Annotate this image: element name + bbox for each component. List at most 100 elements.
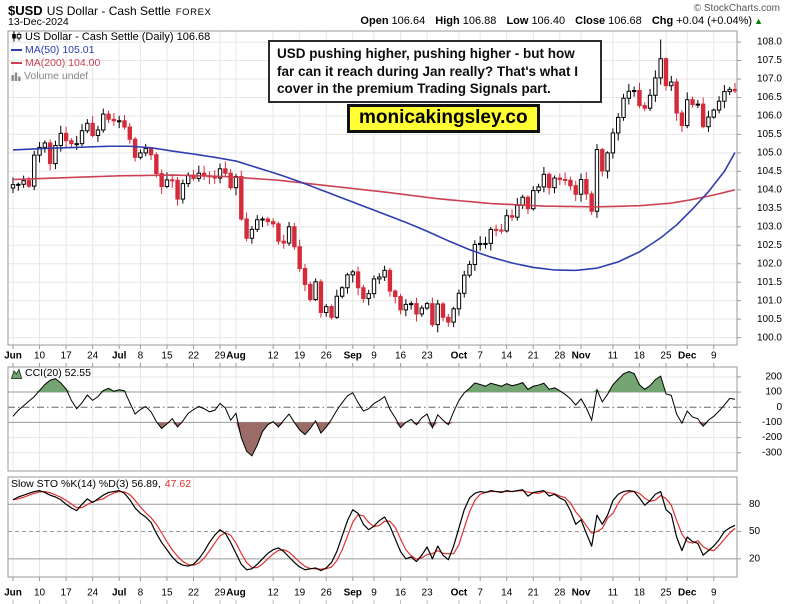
svg-text:29: 29 xyxy=(214,351,226,362)
open-label: Open xyxy=(360,15,389,27)
svg-text:10: 10 xyxy=(34,351,46,362)
svg-text:12: 12 xyxy=(268,588,280,599)
svg-text:Dec: Dec xyxy=(678,351,697,362)
svg-text:28: 28 xyxy=(554,351,566,362)
ma50-legend-label: MA(50) 105.01 xyxy=(25,43,95,56)
svg-text:104.0: 104.0 xyxy=(757,184,782,195)
svg-text:200: 200 xyxy=(765,372,782,383)
svg-text:15: 15 xyxy=(161,588,173,599)
ma200-legend-row: MA(200) 104.00 xyxy=(11,56,210,69)
svg-text:12: 12 xyxy=(268,351,280,362)
series-legend-row: US Dollar - Cash Settle (Daily) 106.68 xyxy=(11,30,210,43)
svg-text:15: 15 xyxy=(161,351,173,362)
watermark-badge: monicakingsley.co xyxy=(347,104,540,133)
chg-label: Chg xyxy=(651,15,674,27)
svg-text:105.0: 105.0 xyxy=(757,148,782,159)
svg-text:26: 26 xyxy=(321,351,333,362)
svg-text:9: 9 xyxy=(371,588,377,599)
svg-text:8: 8 xyxy=(138,588,144,599)
svg-text:-300: -300 xyxy=(762,447,782,458)
svg-text:17: 17 xyxy=(61,351,73,362)
svg-text:9: 9 xyxy=(371,351,377,362)
svg-text:Oct: Oct xyxy=(451,351,468,362)
high-label: High xyxy=(435,15,460,27)
change-up-arrow: ▲ xyxy=(754,16,763,26)
svg-text:18: 18 xyxy=(634,588,646,599)
svg-text:101.0: 101.0 xyxy=(757,295,782,306)
series-legend-label: US Dollar - Cash Settle (Daily) 106.68 xyxy=(25,30,211,43)
svg-text:25: 25 xyxy=(660,588,672,599)
open-value: 106.64 xyxy=(391,15,426,27)
svg-text:107.5: 107.5 xyxy=(757,55,782,66)
main-chart-legend: US Dollar - Cash Settle (Daily) 106.68 M… xyxy=(11,30,210,82)
cci-legend-row: CCI(20) 52.55 xyxy=(11,367,91,379)
svg-text:20: 20 xyxy=(749,553,761,564)
svg-text:105.5: 105.5 xyxy=(757,129,782,140)
svg-text:26: 26 xyxy=(321,588,333,599)
high-value: 106.88 xyxy=(462,15,497,27)
svg-text:28: 28 xyxy=(554,588,566,599)
ma50-legend-row: MA(50) 105.01 xyxy=(11,43,210,56)
svg-text:17: 17 xyxy=(61,588,73,599)
ma200-swatch xyxy=(11,61,22,64)
svg-text:101.5: 101.5 xyxy=(757,277,782,288)
svg-text:107.0: 107.0 xyxy=(757,74,782,85)
svg-text:23: 23 xyxy=(422,588,434,599)
svg-text:22: 22 xyxy=(188,351,200,362)
svg-text:29: 29 xyxy=(214,588,226,599)
svg-text:103.0: 103.0 xyxy=(757,221,782,232)
ma200-legend-label: MA(200) 104.00 xyxy=(25,56,101,69)
svg-text:Sep: Sep xyxy=(344,351,362,362)
svg-text:14: 14 xyxy=(501,588,513,599)
svg-text:14: 14 xyxy=(501,351,513,362)
svg-text:80: 80 xyxy=(749,499,761,510)
svg-text:50: 50 xyxy=(749,526,761,537)
svg-text:104.5: 104.5 xyxy=(757,166,782,177)
svg-text:Nov: Nov xyxy=(572,588,591,599)
svg-text:24: 24 xyxy=(87,588,99,599)
svg-text:21: 21 xyxy=(528,351,540,362)
sto-legend-label: Slow STO %K(14) %D(3) 56.89, xyxy=(11,478,161,490)
chart-date: 13-Dec-2024 xyxy=(8,16,69,28)
svg-text:103.5: 103.5 xyxy=(757,203,782,214)
symbol: $USD xyxy=(8,3,43,18)
svg-text:25: 25 xyxy=(660,351,672,362)
svg-text:Aug: Aug xyxy=(226,588,245,599)
svg-text:19: 19 xyxy=(294,588,306,599)
svg-text:102.0: 102.0 xyxy=(757,258,782,269)
exchange-label: FOREX xyxy=(175,7,212,18)
volume-bars-icon xyxy=(11,71,21,81)
svg-text:23: 23 xyxy=(422,351,434,362)
copyright: © StockCharts.com xyxy=(693,3,780,14)
chg-value: +0.04 (+0.04%) xyxy=(676,15,753,27)
svg-text:106.5: 106.5 xyxy=(757,92,782,103)
svg-text:9: 9 xyxy=(711,351,717,362)
svg-text:7: 7 xyxy=(477,588,483,599)
svg-text:7: 7 xyxy=(477,351,483,362)
svg-text:24: 24 xyxy=(87,351,99,362)
svg-text:-100: -100 xyxy=(762,417,782,428)
sto-legend-row: Slow STO %K(14) %D(3) 56.89, 47.62 xyxy=(11,478,191,490)
svg-text:Dec: Dec xyxy=(678,588,697,599)
svg-text:10: 10 xyxy=(34,588,46,599)
svg-text:Sep: Sep xyxy=(344,588,362,599)
svg-text:11: 11 xyxy=(608,351,619,362)
svg-text:21: 21 xyxy=(528,588,540,599)
svg-text:102.5: 102.5 xyxy=(757,240,782,251)
svg-text:106.0: 106.0 xyxy=(757,111,782,122)
svg-text:Jul: Jul xyxy=(112,351,127,362)
ma50-swatch xyxy=(11,48,22,51)
close-label: Close xyxy=(575,15,606,27)
svg-text:0: 0 xyxy=(776,402,782,413)
svg-text:100.5: 100.5 xyxy=(757,314,782,325)
svg-text:18: 18 xyxy=(634,351,646,362)
low-value: 106.40 xyxy=(531,15,566,27)
svg-text:22: 22 xyxy=(188,588,200,599)
svg-text:11: 11 xyxy=(608,588,619,599)
svg-text:Oct: Oct xyxy=(451,588,468,599)
chart-header: $USD US Dollar - Cash Settle FOREX xyxy=(8,2,211,20)
svg-text:Jun: Jun xyxy=(4,588,22,599)
svg-text:19: 19 xyxy=(294,351,306,362)
svg-text:16: 16 xyxy=(395,588,407,599)
svg-text:Jun: Jun xyxy=(4,351,22,362)
